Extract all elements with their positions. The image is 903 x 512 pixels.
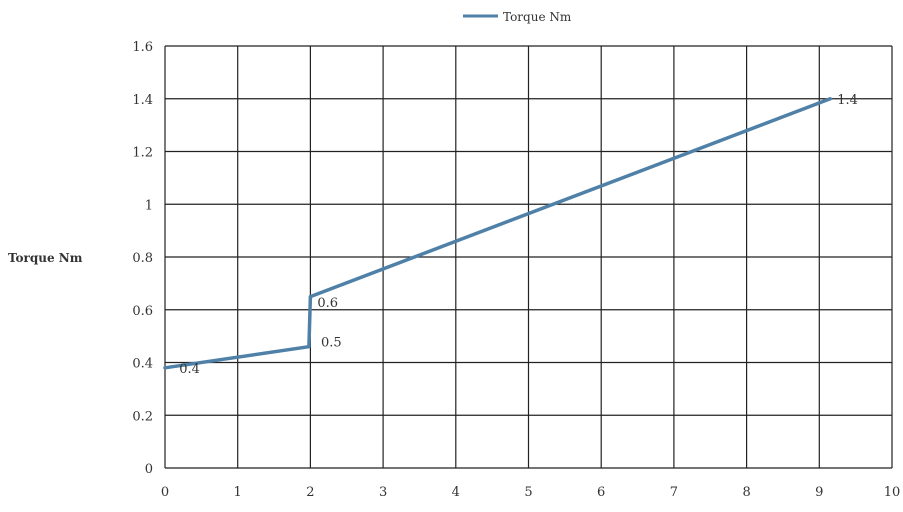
x-tick-label: 9 [815, 485, 823, 500]
x-tick-label: 5 [524, 485, 532, 500]
data-labels: 0.4 0.5 0.6 1.4 [179, 93, 858, 377]
grid-lines [164, 45, 893, 469]
x-tick-label: 0 [161, 485, 169, 500]
data-point [163, 366, 167, 370]
axis-labels: 0 1 2 3 4 5 6 7 8 9 10 0 0.2 0.4 0.6 0.8 1 1.2 1.4 1.6 [132, 40, 900, 500]
legend-label: Torque Nm [503, 10, 572, 24]
x-tick-label: 3 [379, 485, 387, 500]
y-tick-label: 1 [145, 198, 153, 213]
y-tick-label: 0.6 [132, 304, 153, 319]
y-tick-label: 1.2 [132, 146, 153, 161]
x-tick-label: 1 [234, 485, 242, 500]
y-tick-label: 1.6 [132, 40, 153, 55]
series-line [163, 97, 832, 370]
x-tick-label: 4 [452, 485, 460, 500]
x-tick-label: 7 [670, 485, 678, 500]
data-label: 0.5 [321, 335, 342, 350]
y-tick-label: 0 [145, 462, 153, 477]
data-point [308, 295, 312, 299]
y-axis-title: Torque Nm [8, 251, 83, 265]
y-tick-label: 0.2 [132, 409, 153, 424]
x-tick-label: 8 [742, 485, 750, 500]
data-label: 0.4 [179, 362, 200, 377]
x-tick-label: 6 [597, 485, 605, 500]
series-lines [163, 97, 832, 370]
data-point [828, 97, 832, 101]
data-point [307, 345, 311, 349]
legend: Torque Nm [463, 10, 572, 24]
y-tick-label: 1.4 [132, 93, 153, 108]
y-tick-label: 0.4 [132, 357, 153, 372]
y-tick-label: 0.8 [132, 251, 153, 266]
x-tick-label: 2 [306, 485, 314, 500]
data-label: 1.4 [837, 93, 858, 108]
x-tick-label: 10 [884, 485, 901, 500]
data-label: 0.6 [317, 296, 338, 311]
